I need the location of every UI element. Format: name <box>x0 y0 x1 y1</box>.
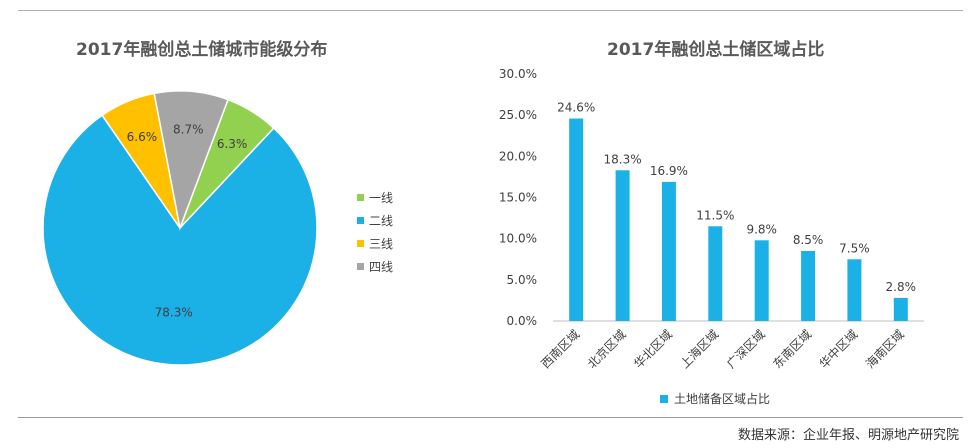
bar-data-label: 8.5% <box>793 233 824 247</box>
bar-data-label: 2.8% <box>886 280 917 294</box>
pie-chart-title: 2017年融创总土储城市能级分布 <box>76 40 328 60</box>
pie-slice-4 <box>153 90 229 231</box>
bar-legend-swatch <box>660 394 668 403</box>
pie-slice-2 <box>42 114 318 366</box>
y-tick-label: 15.0% <box>499 191 537 205</box>
y-tick-label: 10.0% <box>499 232 537 246</box>
x-tick-label: 华中区域 <box>816 327 861 372</box>
y-tick-label: 0.0% <box>507 314 538 328</box>
bottom-divider <box>18 417 963 418</box>
legend-label-fourth-tier: 四线 <box>369 260 394 274</box>
bar-legend-label: 土地储备区域占比 <box>674 392 771 406</box>
bar-7 <box>847 259 862 322</box>
legend-swatch-fourth-tier <box>357 263 364 270</box>
bar-data-label: 18.3% <box>604 152 642 166</box>
legend-label-first-tier: 一线 <box>369 191 394 205</box>
bar-6 <box>801 251 816 321</box>
bar-2 <box>615 170 630 321</box>
bar-data-label: 9.8% <box>746 222 777 236</box>
pie-data-label: 6.6% <box>127 130 158 144</box>
x-tick-label: 西南区域 <box>538 327 583 372</box>
legend-swatch-first-tier <box>357 194 364 201</box>
x-tick-label: 北京区域 <box>585 327 629 371</box>
source-note: 数据来源：企业年报、明源地产研究院 <box>737 428 959 443</box>
x-tick-label: 广深区域 <box>724 327 768 371</box>
y-tick-label: 25.0% <box>499 108 537 122</box>
pie-data-label: 8.7% <box>173 123 204 137</box>
bar-4 <box>708 226 723 321</box>
bar-8 <box>893 297 908 321</box>
legend-item-first-tier: 一线 <box>357 186 393 209</box>
x-tick-label: 华北区域 <box>631 327 675 371</box>
bar-data-label: 24.6% <box>557 101 595 115</box>
x-tick-label: 东南区域 <box>770 327 815 372</box>
legend-item-third-tier: 三线 <box>357 232 393 255</box>
legend-label-second-tier: 二线 <box>369 214 394 228</box>
y-tick-label: 30.0% <box>499 67 537 81</box>
bar-data-label: 16.9% <box>650 164 688 178</box>
y-tick-label: 5.0% <box>507 273 538 287</box>
bar-data-label: 7.5% <box>839 241 870 255</box>
y-tick-label: 20.0% <box>499 149 537 163</box>
top-divider <box>18 10 963 11</box>
bar-5 <box>754 240 769 321</box>
bar-1 <box>569 118 584 321</box>
legend-item-second-tier: 二线 <box>357 209 393 232</box>
x-tick-label: 海南区域 <box>862 327 907 372</box>
pie-legend: 一线 二线 三线 四线 <box>357 186 393 278</box>
pie-data-label: 78.3% <box>155 306 193 320</box>
legend-item-fourth-tier: 四线 <box>357 255 393 278</box>
bar-legend: 土地储备区域占比 <box>660 390 770 407</box>
legend-swatch-third-tier <box>357 240 364 247</box>
bar-3 <box>661 181 676 321</box>
pie-data-label: 6.3% <box>217 137 248 151</box>
legend-label-third-tier: 三线 <box>369 237 394 251</box>
bar-data-label: 11.5% <box>696 208 734 222</box>
bar-chart-title: 2017年融创总土储区域占比 <box>607 40 825 60</box>
x-tick-label: 上海区域 <box>677 327 722 372</box>
legend-swatch-second-tier <box>357 217 364 224</box>
